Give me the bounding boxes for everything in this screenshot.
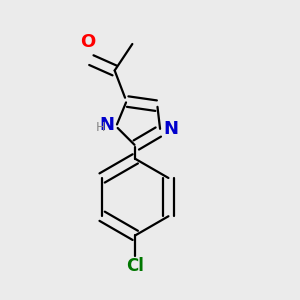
Text: N: N: [163, 120, 178, 138]
Text: Cl: Cl: [126, 257, 144, 275]
Text: H: H: [96, 122, 106, 134]
Text: O: O: [80, 33, 96, 51]
Text: N: N: [100, 116, 115, 134]
